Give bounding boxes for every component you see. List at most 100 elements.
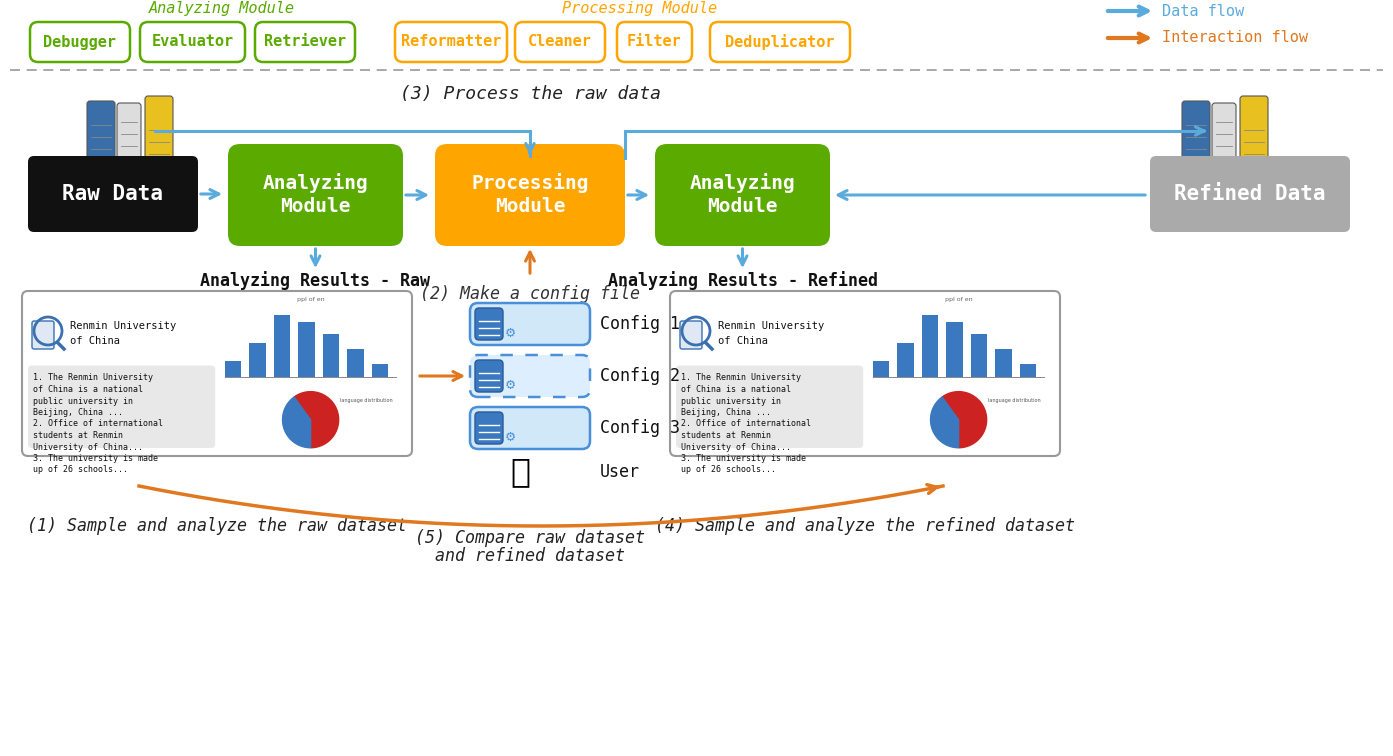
FancyBboxPatch shape [86,101,116,161]
Text: up of 26 schools...: up of 26 schools... [681,466,776,475]
Bar [323,333,340,376]
Text: (1) Sample and analyze the raw dataset: (1) Sample and analyze the raw dataset [26,517,407,535]
FancyBboxPatch shape [1240,96,1268,166]
FancyBboxPatch shape [670,291,1060,456]
Text: public university in: public university in [33,396,132,405]
Text: (3) Process the raw data: (3) Process the raw data [400,85,660,103]
Text: Module: Module [280,197,351,216]
Text: Analyzing Module: Analyzing Module [149,2,295,17]
Text: University of China...: University of China... [33,442,143,451]
FancyBboxPatch shape [710,22,850,62]
FancyBboxPatch shape [515,22,605,62]
FancyBboxPatch shape [1151,156,1350,232]
Text: Config 1: Config 1 [600,315,680,333]
Text: ppl of en: ppl of en [297,297,325,302]
FancyBboxPatch shape [680,321,702,349]
Bar [946,323,963,376]
Text: Analyzing: Analyzing [263,173,368,193]
FancyBboxPatch shape [396,22,507,62]
Text: Retriever: Retriever [263,35,345,49]
Bar [922,315,937,376]
Text: Module: Module [708,197,777,216]
Bar [249,343,266,376]
Text: ppl of en: ppl of en [944,297,972,302]
Text: Analyzing Results - Raw: Analyzing Results - Raw [201,271,430,290]
Text: Cleaner: Cleaner [528,35,592,49]
Text: Config 3: Config 3 [600,419,680,437]
Text: of China: of China [717,336,768,346]
Polygon shape [931,397,958,448]
Bar [996,349,1011,376]
Text: Config 2: Config 2 [600,367,680,385]
Bar [873,361,889,376]
Text: Raw Data: Raw Data [63,184,163,204]
Text: up of 26 schools...: up of 26 schools... [33,466,128,475]
FancyBboxPatch shape [655,144,830,246]
Text: ⚙: ⚙ [504,379,515,392]
FancyBboxPatch shape [28,365,215,448]
Text: Processing: Processing [471,173,589,193]
Bar [1020,364,1036,376]
Text: User: User [600,463,639,481]
FancyBboxPatch shape [117,103,141,158]
Text: Debugger: Debugger [43,35,117,49]
FancyBboxPatch shape [255,22,355,62]
FancyBboxPatch shape [31,22,130,62]
Text: 2. Office of international: 2. Office of international [681,420,811,429]
Bar [298,323,315,376]
Text: Deduplicator: Deduplicator [726,34,834,50]
Text: public university in: public university in [681,396,781,405]
FancyBboxPatch shape [145,96,173,166]
Text: 2. Office of international: 2. Office of international [33,420,163,429]
FancyBboxPatch shape [1183,101,1211,161]
Text: Data flow: Data flow [1162,4,1244,18]
Text: of China is a national: of China is a national [33,385,143,394]
Bar [372,364,389,376]
Text: 👤: 👤 [510,456,529,488]
Text: 3. The university is made: 3. The university is made [33,454,157,463]
FancyBboxPatch shape [435,144,625,246]
Text: Module: Module [495,197,566,216]
Text: 3. The university is made: 3. The university is made [681,454,807,463]
Text: students at Renmin: students at Renmin [681,431,770,440]
FancyBboxPatch shape [141,22,245,62]
Bar [224,361,241,376]
Polygon shape [942,392,986,448]
Text: and refined dataset: and refined dataset [435,547,625,565]
Text: language distribution: language distribution [988,398,1041,402]
Text: (4) Sample and analyze the refined dataset: (4) Sample and analyze the refined datas… [655,517,1075,535]
FancyBboxPatch shape [1212,103,1236,158]
FancyBboxPatch shape [469,407,591,449]
FancyBboxPatch shape [676,365,864,448]
FancyBboxPatch shape [617,22,692,62]
Text: Beijing, China ...: Beijing, China ... [33,408,123,417]
FancyBboxPatch shape [469,355,591,397]
Polygon shape [283,397,311,448]
Text: Analyzing Results - Refined: Analyzing Results - Refined [607,271,878,290]
FancyBboxPatch shape [28,156,198,232]
Text: Interaction flow: Interaction flow [1162,30,1308,45]
FancyBboxPatch shape [469,303,591,345]
FancyBboxPatch shape [32,321,54,349]
Text: Refined Data: Refined Data [1174,184,1326,204]
Text: University of China...: University of China... [681,442,791,451]
Text: 1. The Renmin University: 1. The Renmin University [33,373,153,383]
Text: (5) Compare raw dataset: (5) Compare raw dataset [415,529,645,547]
FancyBboxPatch shape [475,308,503,340]
Text: (2) Make a config file: (2) Make a config file [421,285,639,303]
Bar [347,349,364,376]
Text: 1. The Renmin University: 1. The Renmin University [681,373,801,383]
Text: Analyzing: Analyzing [690,173,795,193]
Text: of China is a national: of China is a national [681,385,791,394]
Text: Processing Module: Processing Module [563,2,717,17]
Text: ⚙: ⚙ [504,327,515,339]
Text: Renmin University: Renmin University [717,321,825,331]
Bar [274,315,290,376]
Text: Renmin University: Renmin University [70,321,177,331]
Text: Filter: Filter [627,35,683,49]
Text: ⚙: ⚙ [504,430,515,444]
Bar [971,333,988,376]
FancyBboxPatch shape [475,412,503,444]
Text: of China: of China [70,336,120,346]
Bar [897,343,914,376]
